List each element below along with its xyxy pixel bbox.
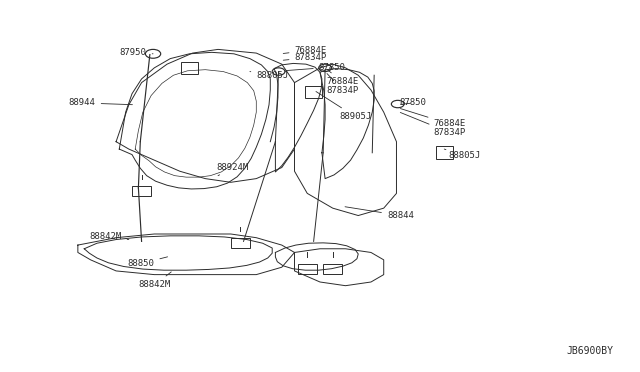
Text: 87850: 87850 xyxy=(399,99,426,108)
Bar xyxy=(298,263,317,274)
Text: 76884E: 76884E xyxy=(326,70,358,86)
Text: 88844: 88844 xyxy=(345,207,414,220)
Text: 76884E: 76884E xyxy=(401,109,466,128)
Text: 87834P: 87834P xyxy=(326,74,358,94)
Bar xyxy=(132,186,151,196)
Text: 88944: 88944 xyxy=(69,99,132,108)
Text: 88905J: 88905J xyxy=(316,92,371,121)
Text: 88805J: 88805J xyxy=(250,71,289,80)
Text: 88924M: 88924M xyxy=(217,163,249,176)
Text: 88850: 88850 xyxy=(127,257,168,268)
Text: 88842M: 88842M xyxy=(90,232,129,241)
Text: 88805J: 88805J xyxy=(444,149,481,160)
Bar xyxy=(231,238,250,248)
Text: 88842M: 88842M xyxy=(138,272,172,289)
Text: 87834P: 87834P xyxy=(284,53,327,62)
Text: 87850: 87850 xyxy=(286,62,346,72)
Text: 76884E: 76884E xyxy=(284,46,327,55)
Bar xyxy=(323,263,342,274)
Text: JB6900BY: JB6900BY xyxy=(566,346,613,356)
Text: 87834P: 87834P xyxy=(400,112,466,137)
Text: 87950: 87950 xyxy=(120,48,153,57)
